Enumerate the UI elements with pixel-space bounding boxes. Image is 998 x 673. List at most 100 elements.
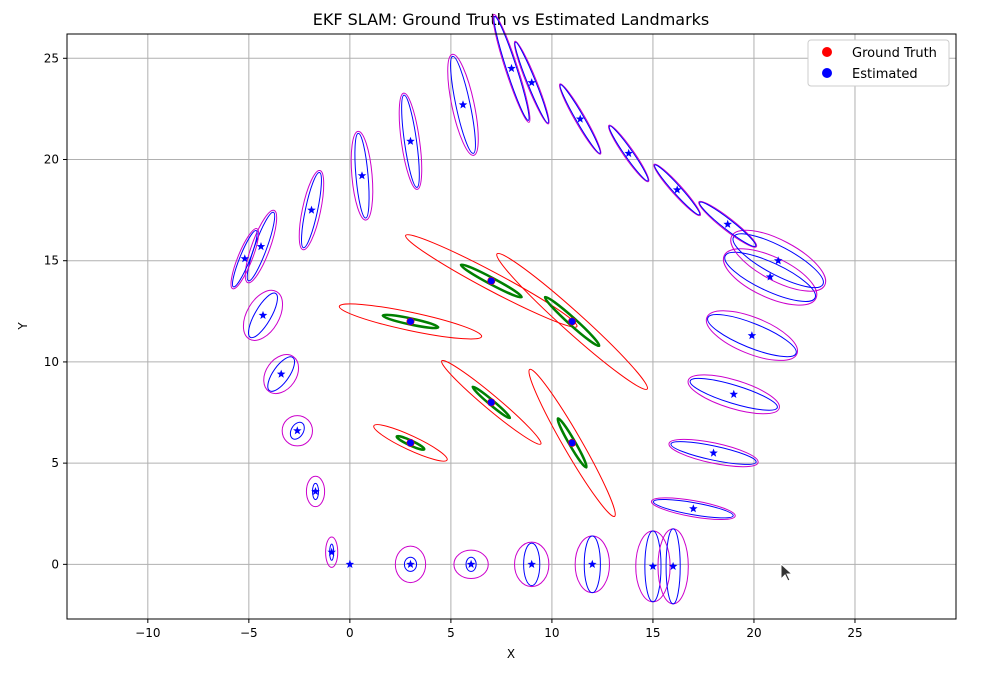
pose-covariance-outer [350, 130, 374, 221]
estimated-pose-star [293, 426, 302, 435]
x-tick-label: 20 [746, 626, 761, 640]
estimated-pose-star [773, 256, 783, 265]
pose-covariance-inner [652, 498, 734, 519]
estimated-pose-star [507, 63, 516, 73]
estimated-pose-star [466, 559, 476, 568]
estimated-landmark-point [568, 317, 576, 325]
estimated-pose-star [729, 389, 738, 398]
pose-covariance-inner [248, 292, 278, 339]
pose-covariance-inner [689, 377, 778, 411]
pose-covariance-outer [244, 209, 278, 284]
estimated-pose-star [458, 100, 468, 109]
estimated-pose-star [588, 559, 597, 568]
landmark-covariance-outer [373, 424, 448, 462]
x-tick-label: 5 [447, 626, 455, 640]
estimated-pose-star [527, 559, 536, 568]
estimated-pose-star [307, 205, 316, 214]
estimated-pose-star [575, 114, 585, 123]
estimated-pose-star [527, 78, 536, 87]
pose-covariance-outer [263, 354, 300, 395]
estimated-pose-star [276, 369, 286, 378]
mouse-cursor-icon [780, 563, 794, 582]
pose-covariance-inner [608, 125, 649, 182]
pose-covariance-inner [699, 201, 757, 247]
y-tick-label: 5 [51, 456, 59, 470]
x-tick-label: 0 [346, 626, 354, 640]
pose-covariance-outer [608, 124, 650, 183]
pose-covariance-inner [732, 233, 824, 289]
x-tick-label: 15 [645, 626, 660, 640]
y-tick-label: 25 [44, 51, 59, 65]
legend-marker-estimated [822, 68, 832, 78]
pose-covariance-inner [403, 556, 418, 572]
pose-covariance-outer [650, 497, 736, 521]
pose-covariance-inner [401, 94, 420, 188]
pose-covariance-outer [558, 83, 602, 155]
estimated-pose-star [689, 504, 698, 513]
pose-covariance-outer [325, 536, 339, 568]
estimated-pose-star [723, 219, 732, 228]
axis-ticks: −10 −5 0 5 10 15 20 25 0 5 10 15 20 25 [44, 51, 863, 640]
x-tick-label: 25 [847, 626, 862, 640]
pose-covariance-outer [298, 169, 325, 251]
pose-covariance-outer [394, 545, 427, 584]
estimated-landmark-point [487, 398, 495, 406]
pose-covariance-inner [559, 84, 601, 154]
pose-covariance-inner [665, 528, 681, 605]
pose-covariance-inner [583, 535, 601, 594]
legend-label-estimated: Estimated [852, 67, 918, 82]
pose-covariance-outer [492, 13, 531, 123]
estimated-pose-star [345, 559, 355, 568]
pose-covariance-outer [305, 475, 326, 508]
pose-covariance-inner [670, 441, 757, 465]
pose-covariance-inner [450, 55, 476, 154]
estimated-pose-star [327, 547, 336, 556]
pose-covariance-outer [230, 228, 260, 290]
pose-covariance-outer [668, 438, 759, 468]
pose-covariance-inner [301, 171, 322, 249]
legend-label-ground-truth: Ground Truth [852, 46, 937, 61]
estimated-pose-star [648, 561, 658, 570]
estimated-pose-star [406, 136, 415, 145]
estimated-pose-star [311, 487, 320, 496]
estimated-landmark-point [406, 317, 414, 325]
legend: Ground Truth Estimated [807, 39, 950, 87]
legend-box [807, 39, 950, 87]
plot-area [230, 13, 827, 605]
estimated-landmark-point [487, 277, 495, 285]
y-axis-label: Y [16, 322, 30, 331]
landmark-covariance-outer [338, 303, 483, 340]
estimated-landmark-point [568, 439, 576, 447]
pose-covariance-inner [644, 530, 662, 603]
pose-covariance-outer [687, 374, 780, 415]
pose-covariance-inner [231, 229, 258, 288]
estimated-pose-star [672, 185, 682, 194]
estimated-pose-star [709, 448, 718, 457]
pose-covariance-inner [354, 132, 370, 219]
pose-covariance-outer [705, 310, 798, 361]
x-axis-label: X [507, 647, 515, 661]
estimated-pose-star [357, 171, 367, 180]
pose-covariance-inner [654, 164, 701, 216]
pose-covariance-outer [447, 53, 479, 156]
estimated-pose-star [240, 254, 250, 263]
x-tick-label: 10 [544, 626, 559, 640]
landmark-covariance-outer [405, 234, 578, 328]
estimated-pose-star [624, 148, 633, 158]
plot-frame [66, 33, 957, 620]
y-tick-label: 0 [51, 557, 59, 571]
estimated-pose-star [765, 272, 775, 281]
pose-covariance-outer [514, 541, 550, 588]
y-tick-label: 10 [44, 355, 59, 369]
estimated-pose-star [256, 242, 266, 251]
landmark-covariance-outer [496, 252, 648, 390]
pose-covariance-inner [523, 542, 541, 587]
landmark-covariance-outer [528, 368, 616, 518]
landmark-covariance-outer [441, 359, 542, 445]
pose-covariance-inner [724, 251, 816, 302]
pose-covariance-outer [653, 163, 702, 217]
y-tick-label: 20 [44, 153, 59, 167]
pose-covariance-outer [513, 40, 550, 125]
